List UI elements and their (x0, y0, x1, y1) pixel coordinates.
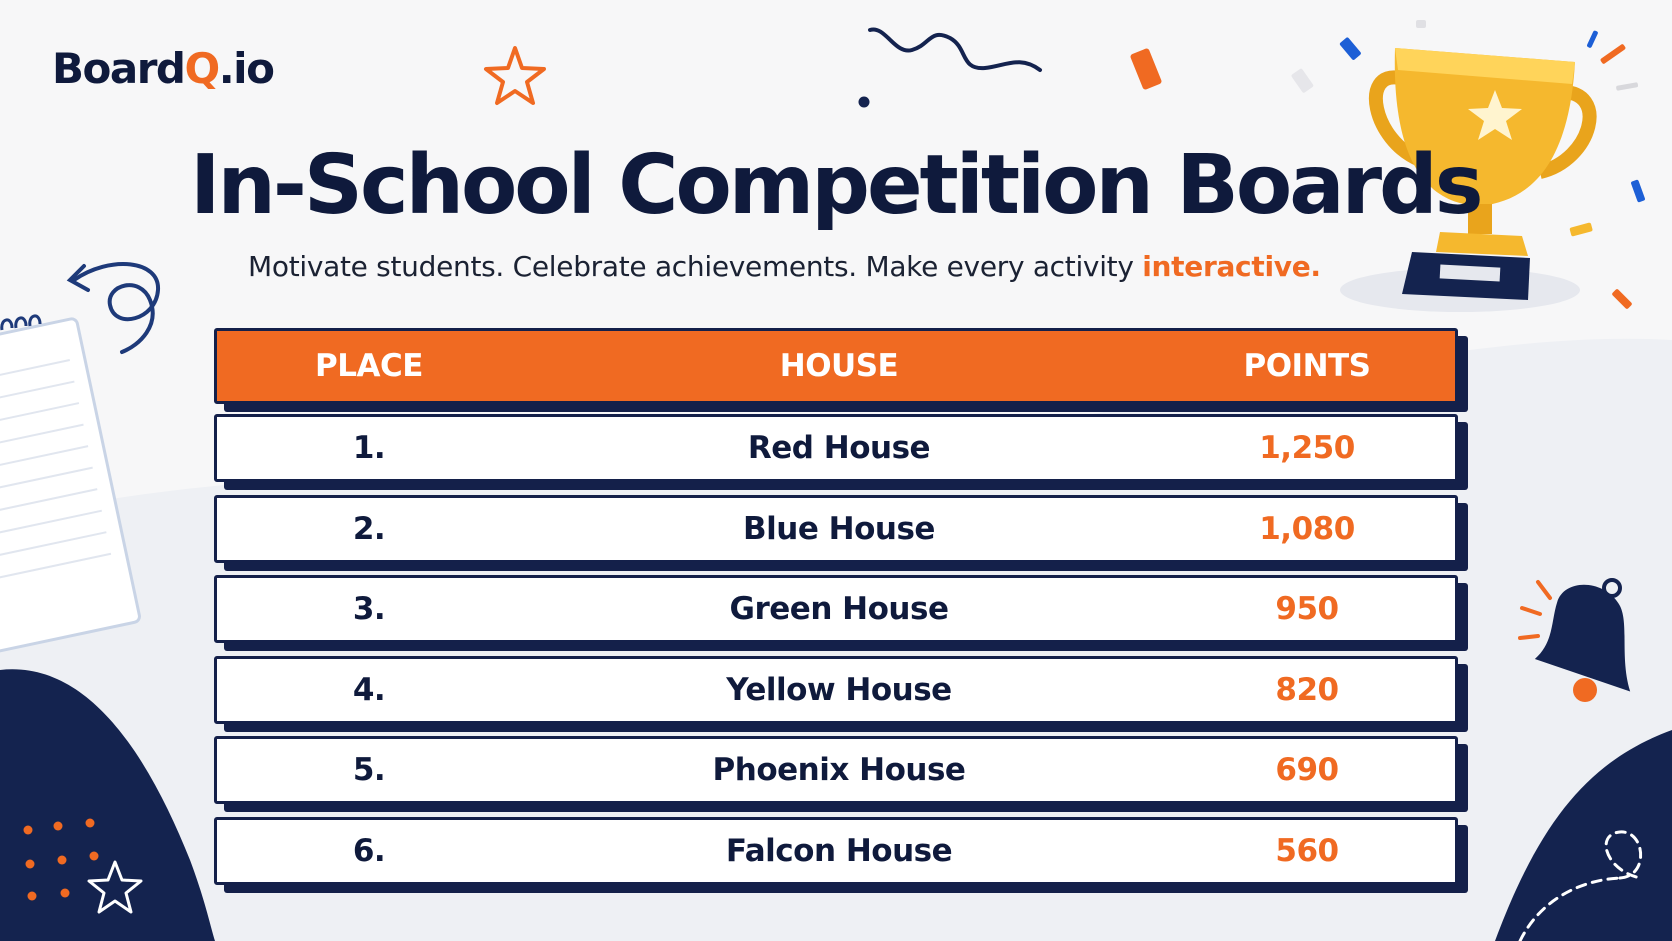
row-place: 4. (352, 671, 386, 708)
page-title: In-School Competition Boards (190, 138, 1484, 233)
row-points: 950 (1275, 591, 1339, 628)
row-place: 6. (352, 832, 386, 869)
row-place: 2. (352, 510, 386, 547)
logo-text-suffix: .io (218, 44, 275, 93)
navy-blob-right (1495, 730, 1672, 941)
row-house: Yellow House (726, 671, 952, 708)
column-header-place: PLACE (315, 348, 423, 384)
row-house: Blue House (743, 510, 935, 547)
row-place: 5. (352, 752, 386, 789)
star-icon-bottom (87, 860, 143, 914)
column-header-house: HOUSE (779, 348, 899, 384)
row-house: Green House (729, 591, 949, 628)
bell-icon (1518, 578, 1631, 702)
subtitle-lead: Motivate students. Celebrate achievement… (248, 250, 1134, 283)
table-row[interactable]: 1. Red House 1,250 (214, 414, 1458, 482)
navy-blob-left (0, 669, 215, 941)
dashed-path (1518, 830, 1643, 941)
table-row[interactable]: 6. Falcon House 560 (214, 816, 1458, 885)
squiggle (868, 27, 1042, 72)
logo[interactable]: BoardQ.io (52, 44, 275, 93)
column-header-points: POINTS (1243, 348, 1371, 384)
row-place: 1. (352, 430, 386, 466)
dots-pattern (23, 818, 99, 901)
row-points: 690 (1275, 752, 1339, 789)
row-points: 560 (1275, 832, 1339, 869)
row-place: 3. (352, 591, 386, 628)
trophy-icon (1340, 48, 1597, 312)
row-points: 1,250 (1259, 430, 1355, 466)
page-subtitle: Motivate students. Celebrate achievement… (248, 250, 1408, 283)
row-points: 1,080 (1259, 510, 1355, 547)
table-row[interactable]: 2. Blue House 1,080 (214, 494, 1458, 563)
logo-text-prefix: Board (52, 44, 186, 93)
table-row[interactable]: 3. Green House 950 (214, 575, 1458, 644)
table-row[interactable]: 5. Phoenix House 690 (214, 736, 1458, 805)
star-icon-top (484, 46, 546, 105)
table-header-row: PLACE HOUSE POINTS (214, 328, 1458, 404)
squiggle-arrow-icon (66, 262, 161, 354)
row-house: Red House (747, 430, 931, 466)
logo-text-accent: Q (184, 44, 221, 93)
subtitle-highlight: interactive. (1142, 250, 1321, 283)
row-points: 820 (1275, 671, 1339, 708)
table-row[interactable]: 4. Yellow House 820 (214, 655, 1458, 724)
row-house: Falcon House (725, 832, 953, 869)
row-house: Phoenix House (712, 752, 966, 789)
leaderboard-table: PLACE HOUSE POINTS 1. Red House 1,250 2.… (214, 328, 1458, 898)
notepad-icon (0, 314, 141, 653)
